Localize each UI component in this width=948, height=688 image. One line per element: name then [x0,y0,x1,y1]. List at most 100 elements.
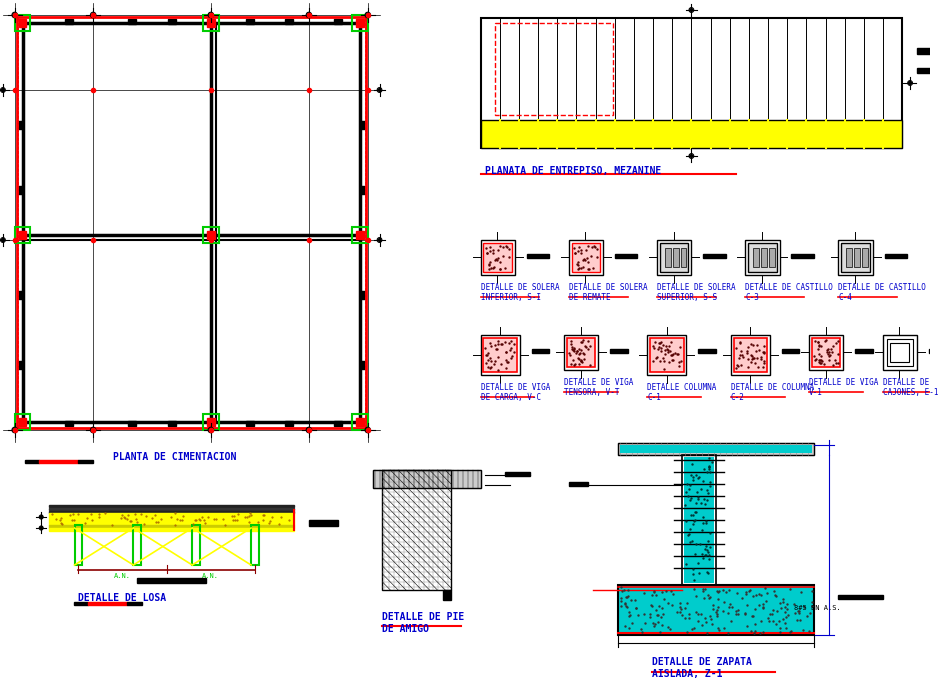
Point [264,511,280,522]
Point [671,356,686,367]
Point [767,585,782,596]
Point [482,259,497,270]
Text: A.N.: A.N. [114,573,131,579]
Point [571,256,586,267]
Point [654,619,669,630]
Point [672,606,687,617]
Point [167,508,182,519]
Point [678,602,693,613]
Point [575,335,591,346]
Point [696,583,711,594]
Point [613,596,629,607]
Polygon shape [285,19,293,24]
Point [790,615,805,626]
Point [690,494,705,505]
Point [481,362,496,373]
Point [647,343,662,354]
Point [822,355,837,366]
Polygon shape [246,421,254,426]
Point [661,597,676,608]
Point [664,336,679,347]
Point [702,591,718,602]
Point [137,519,152,530]
Point [743,350,758,361]
Point [493,264,508,275]
Point [122,515,137,526]
Point [482,352,497,363]
Point [229,515,245,526]
Bar [192,525,200,565]
Point [80,512,95,523]
Text: DETALLE DE SOLERA
INFERIOR, S-I: DETALLE DE SOLERA INFERIOR, S-I [481,283,559,303]
Point [821,350,836,361]
Point [498,355,513,366]
Point [780,598,795,609]
Point [661,357,676,368]
Point [728,342,743,353]
Point [130,516,145,527]
Polygon shape [917,48,948,54]
Point [492,241,507,252]
Point [613,592,629,603]
Bar [684,457,714,583]
Point [667,348,683,359]
Point [487,339,502,350]
Point [751,345,766,356]
Point [705,604,720,615]
Point [84,514,100,525]
Point [500,356,515,367]
Point [127,508,142,519]
Point [739,621,755,632]
Point [802,608,817,619]
Point [621,585,636,596]
Text: DETALLE DE VIGA
DE CARGA, V-C: DETALLE DE VIGA DE CARGA, V-C [481,383,550,402]
Point [724,601,739,612]
Point [793,614,808,625]
Point [749,346,764,357]
Point [768,590,783,601]
Point [702,611,718,622]
Polygon shape [49,513,294,525]
Bar [665,248,671,267]
Point [761,616,776,627]
Point [729,359,744,370]
Point [662,345,677,356]
Bar [567,338,595,367]
Point [206,513,221,524]
Point [483,356,499,367]
Point [821,343,836,354]
Bar [838,240,873,275]
Point [78,518,93,529]
Point [574,355,589,366]
Polygon shape [49,508,294,510]
Point [567,343,582,354]
Bar [19,231,27,239]
Point [699,541,714,552]
Point [690,557,705,568]
Point [733,350,748,361]
Point [118,513,133,524]
Point [574,357,590,368]
Point [795,624,811,635]
Bar [769,248,775,267]
Point [690,486,705,497]
Point [55,518,70,529]
Point [756,603,771,614]
Bar [15,227,30,243]
Point [744,625,759,636]
Bar [673,248,679,267]
Polygon shape [12,428,17,432]
Point [692,538,707,549]
Point [503,352,519,363]
Point [502,345,518,356]
Text: 8#5 EN A.S.: 8#5 EN A.S. [794,605,841,611]
Polygon shape [129,19,137,24]
Point [691,567,706,578]
Point [826,341,841,352]
Point [646,356,661,367]
Point [658,348,673,359]
Bar [883,335,917,370]
Text: DETALLE DE COLUMNA
C-2: DETALLE DE COLUMNA C-2 [731,383,814,402]
Bar [495,23,613,115]
Point [571,246,586,257]
